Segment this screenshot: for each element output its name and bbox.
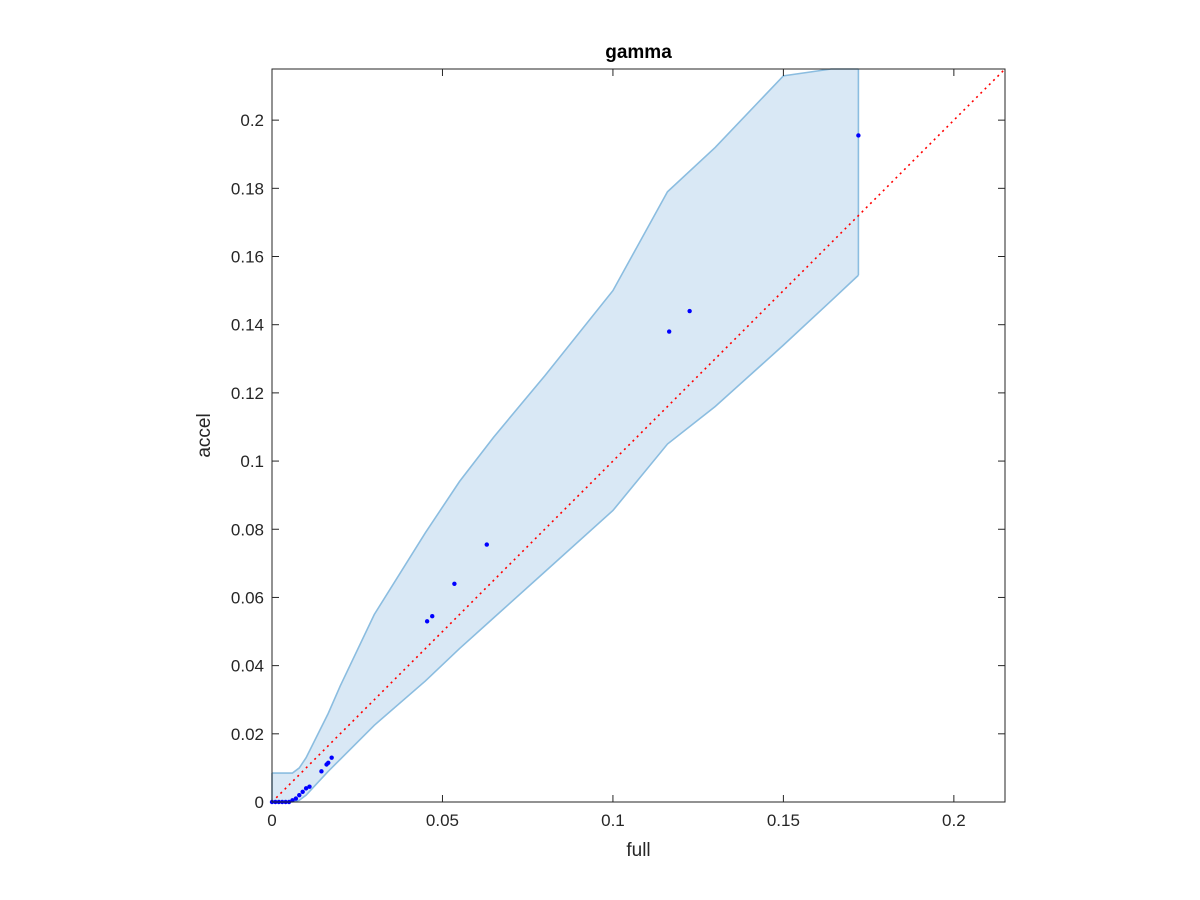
data-point xyxy=(856,133,861,138)
y-tick-label: 0.18 xyxy=(231,179,264,198)
y-tick-label: 0.04 xyxy=(231,657,264,676)
data-point xyxy=(307,784,312,789)
data-point xyxy=(452,581,457,587)
x-tick-label: 0.1 xyxy=(601,811,625,830)
data-point xyxy=(666,329,672,334)
data-point xyxy=(430,613,435,619)
y-axis-label: accel xyxy=(194,413,215,457)
x-tick-label: 0.2 xyxy=(942,811,966,830)
data-point xyxy=(319,769,324,774)
data-point xyxy=(300,789,305,794)
data-point xyxy=(329,755,334,760)
data-point xyxy=(293,796,299,801)
data-point xyxy=(297,792,302,798)
confidence-band-layer xyxy=(271,68,860,803)
x-tick-label: 0 xyxy=(267,811,276,830)
x-axis-label: full xyxy=(626,840,650,861)
chart-title: gamma xyxy=(605,42,672,63)
y-tick-label: 0.08 xyxy=(231,520,264,539)
data-point xyxy=(424,619,430,624)
y-tick-label: 0.2 xyxy=(240,111,264,130)
y-tick-label: 0 xyxy=(255,793,264,812)
y-tick-label: 0.02 xyxy=(231,725,264,744)
plot-frame xyxy=(271,68,1006,803)
data-point xyxy=(290,798,295,803)
x-tick-label: 0.15 xyxy=(767,811,800,830)
y-tick-label: 0.14 xyxy=(231,316,264,335)
confidence-band-fill xyxy=(272,69,859,802)
y-tick-label: 0.16 xyxy=(231,248,264,267)
y-tick-label: 0.1 xyxy=(240,452,264,471)
data-point xyxy=(326,760,331,765)
x-tick-label: 0.05 xyxy=(426,811,459,830)
y-tick-label: 0.06 xyxy=(231,588,264,607)
y-tick-label: 0.12 xyxy=(231,384,264,403)
data-point xyxy=(687,308,692,314)
data-point xyxy=(484,542,489,547)
band-upper-edge xyxy=(272,68,859,774)
data-point xyxy=(303,786,309,791)
data-points-layer xyxy=(269,133,861,805)
band-lower-edge xyxy=(272,274,859,803)
axis-ticks-layer: 0 0.05 0.1 0.15 0.2 0 0.02 0.04 0.06 0.08 0.1 0.12 0… xyxy=(231,69,1005,830)
